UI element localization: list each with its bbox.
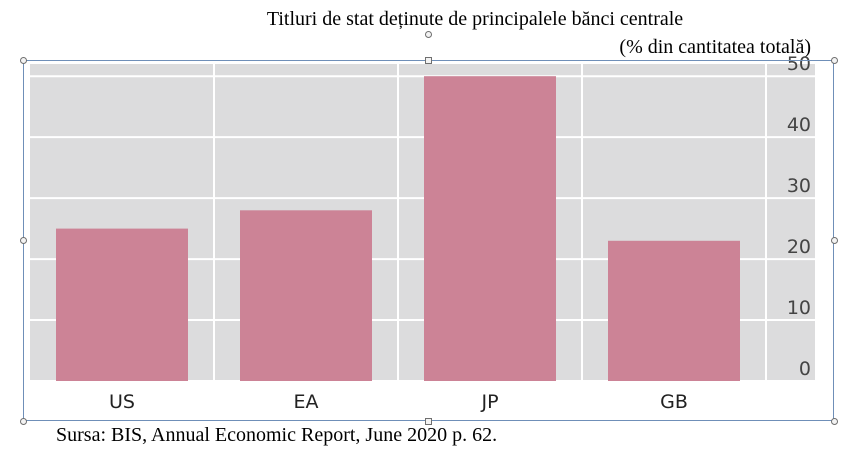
x-tick-label: GB bbox=[660, 391, 688, 413]
y-tick-label: 30 bbox=[787, 175, 811, 197]
resize-handle-bottom-right[interactable] bbox=[831, 418, 838, 425]
resize-handle-left[interactable] bbox=[20, 237, 27, 244]
bar-gb bbox=[608, 240, 740, 381]
y-tick-label: 50 bbox=[787, 53, 811, 75]
source-note: Sursa: BIS, Annual Economic Report, June… bbox=[56, 424, 498, 446]
resize-handle-top-right[interactable] bbox=[831, 57, 838, 64]
chart-selection-frame[interactable] bbox=[23, 60, 834, 421]
chart-title: Titluri de stat deținute de principalele… bbox=[266, 8, 684, 30]
bar-ea bbox=[240, 210, 372, 381]
resize-handle-top[interactable] bbox=[425, 57, 432, 64]
rotate-handle[interactable] bbox=[425, 31, 432, 38]
y-axis-ticks: 0 10 20 30 40 50 bbox=[787, 53, 811, 380]
resize-handle-top-left[interactable] bbox=[20, 57, 27, 64]
bars bbox=[56, 76, 740, 381]
bar-us bbox=[56, 228, 188, 381]
y-tick-label: 20 bbox=[787, 236, 811, 258]
resize-handle-bottom[interactable] bbox=[425, 418, 432, 425]
resize-handle-right[interactable] bbox=[831, 237, 838, 244]
x-tick-label: JP bbox=[480, 391, 498, 413]
y-tick-label: 10 bbox=[787, 297, 811, 319]
x-axis-categories: US EA JP GB bbox=[109, 391, 688, 413]
x-tick-label: US bbox=[109, 391, 135, 413]
chart-subtitle: (% din cantitatea totală) bbox=[619, 36, 811, 58]
y-tick-label: 0 bbox=[799, 358, 811, 380]
resize-handle-bottom-left[interactable] bbox=[20, 418, 27, 425]
y-tick-label: 40 bbox=[787, 114, 811, 136]
x-tick-label: EA bbox=[293, 391, 318, 413]
bar-jp bbox=[424, 76, 556, 381]
